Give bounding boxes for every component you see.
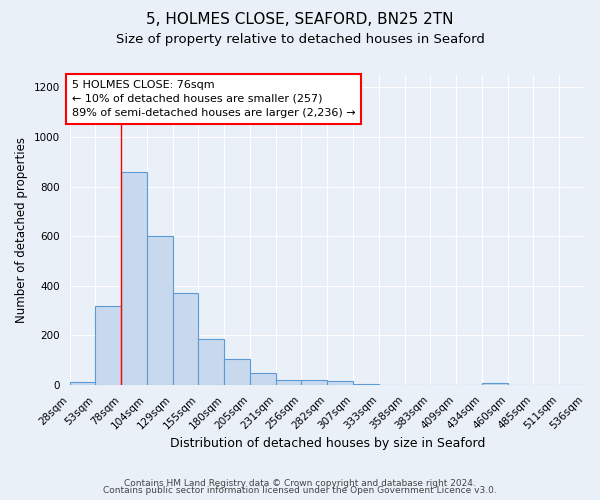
Bar	[70, 382, 95, 385]
Text: 5, HOLMES CLOSE, SEAFORD, BN25 2TN: 5, HOLMES CLOSE, SEAFORD, BN25 2TN	[146, 12, 454, 28]
Bar	[121, 172, 147, 385]
Bar	[95, 306, 121, 385]
Bar	[199, 339, 224, 385]
Bar	[224, 359, 250, 385]
Text: Size of property relative to detached houses in Seaford: Size of property relative to detached ho…	[116, 32, 484, 46]
Bar	[353, 384, 379, 385]
Text: Contains public sector information licensed under the Open Government Licence v3: Contains public sector information licen…	[103, 486, 497, 495]
Bar	[147, 236, 173, 385]
Text: 5 HOLMES CLOSE: 76sqm
← 10% of detached houses are smaller (257)
89% of semi-det: 5 HOLMES CLOSE: 76sqm ← 10% of detached …	[71, 80, 355, 118]
Y-axis label: Number of detached properties: Number of detached properties	[15, 137, 28, 323]
Bar	[173, 293, 199, 385]
Bar	[250, 373, 276, 385]
Bar	[327, 380, 353, 385]
Bar	[301, 380, 327, 385]
X-axis label: Distribution of detached houses by size in Seaford: Distribution of detached houses by size …	[170, 437, 485, 450]
Bar	[276, 380, 301, 385]
Text: Contains HM Land Registry data © Crown copyright and database right 2024.: Contains HM Land Registry data © Crown c…	[124, 478, 476, 488]
Bar	[482, 383, 508, 385]
